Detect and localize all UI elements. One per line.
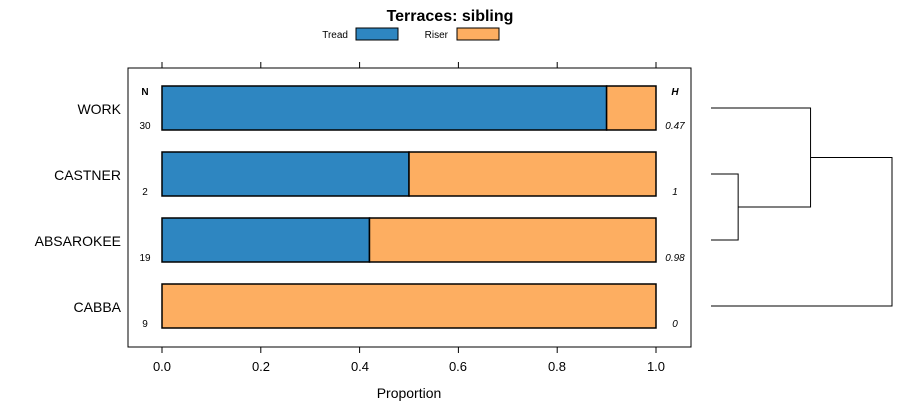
bars (161, 85, 657, 329)
x-tick-labels: 0.0 0.2 0.4 0.6 0.8 1.0 (153, 359, 665, 374)
plot-panel-border (127, 67, 692, 348)
bar-segment-riser-cabba (161, 283, 657, 329)
x-tick-label: 0.8 (548, 359, 566, 374)
category-label-castner: CASTNER (54, 167, 121, 183)
n-value: 30 (139, 121, 151, 132)
x-tick-label: 0.0 (153, 359, 171, 374)
legend-label-tread: Tread (322, 30, 348, 41)
bar-segment-riser-work (605, 85, 657, 131)
h-column-header: H (671, 87, 679, 98)
x-tick-label: 1.0 (647, 359, 665, 374)
category-labels: WORK CASTNER ABSAROKEE CABBA (35, 101, 122, 315)
chart-title: Terraces: sibling (387, 8, 514, 25)
h-value: 0 (672, 319, 678, 330)
n-value: 19 (139, 253, 151, 264)
bar-segment-tread-castner (161, 151, 410, 197)
x-tick-label: 0.4 (351, 359, 369, 374)
dendrogram (711, 107, 893, 307)
dendrogram-link (711, 157, 893, 307)
legend: Tread Riser (322, 27, 500, 41)
category-label-cabba: CABBA (74, 299, 122, 315)
x-axis-label: Proportion (377, 385, 442, 401)
h-value: 0.98 (665, 253, 685, 264)
bar-segment-riser-absarokee (368, 217, 657, 263)
dendrogram-link (711, 173, 739, 241)
x-tick-label: 0.2 (252, 359, 270, 374)
h-value: 1 (672, 187, 678, 198)
n-value: 9 (142, 319, 148, 330)
dendrogram-link (711, 107, 812, 208)
h-values: 0.47 1 0.98 0 (665, 121, 685, 330)
legend-swatch-riser (456, 27, 500, 41)
bar-segment-tread-work (161, 85, 608, 131)
axis-ticks (161, 62, 657, 353)
category-label-absarokee: ABSAROKEE (35, 233, 121, 249)
bar-segment-riser-castner (408, 151, 657, 197)
bar-segment-tread-absarokee (161, 217, 371, 263)
legend-swatch-tread (355, 27, 399, 41)
h-value: 0.47 (665, 121, 685, 132)
x-tick-label: 0.6 (449, 359, 467, 374)
n-value: 2 (142, 187, 148, 198)
n-column-header: N (141, 87, 148, 98)
category-label-work: WORK (77, 101, 121, 117)
n-values: 30 2 19 9 (139, 121, 151, 330)
legend-label-riser: Riser (425, 30, 449, 41)
